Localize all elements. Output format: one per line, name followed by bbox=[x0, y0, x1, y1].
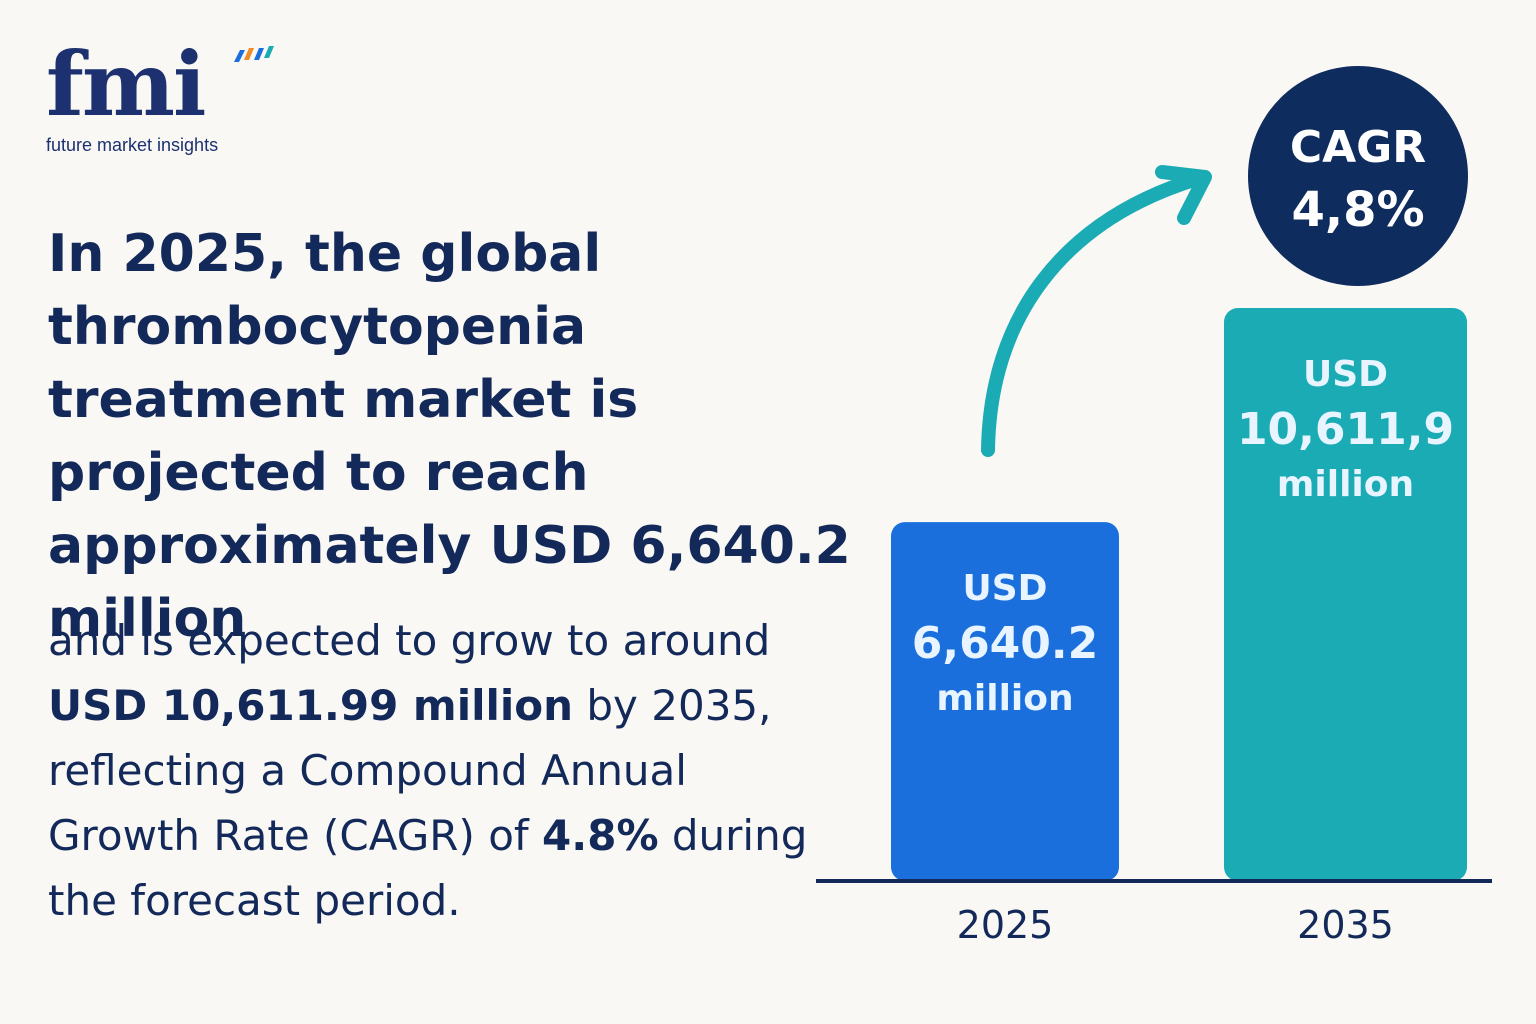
cagr-badge-circle bbox=[1248, 66, 1468, 286]
bar-label-2035-currency: USD bbox=[1303, 354, 1388, 395]
body-paragraph: and is expected to grow to around USD 10… bbox=[48, 608, 848, 933]
growth-arrow bbox=[981, 165, 1212, 457]
cagr-label: CAGR bbox=[1290, 122, 1426, 173]
bar-label-2035-value: 10,611,9 bbox=[1237, 404, 1454, 455]
body-text-1: and is expected to grow to around bbox=[48, 616, 771, 665]
body-text-3: during the forecast period. bbox=[48, 811, 808, 925]
x-tick-2025: 2025 bbox=[957, 903, 1054, 947]
headline: In 2025, the global thrombocytopenia tre… bbox=[48, 224, 851, 649]
logo-wordmark: fmi bbox=[46, 32, 206, 136]
body-highlight-cagr: 4.8% bbox=[542, 811, 659, 860]
x-tick-2035: 2035 bbox=[1297, 903, 1394, 947]
fmi-logo: fmi future market insights bbox=[46, 32, 274, 160]
bar-label-2025-value: 6,640.2 bbox=[912, 618, 1099, 669]
bar-2025 bbox=[891, 522, 1119, 881]
cagr-badge: CAGR 4,8% bbox=[1248, 66, 1468, 286]
logo-accent-marks bbox=[234, 46, 274, 62]
bar-label-2025-currency: USD bbox=[962, 568, 1047, 609]
bars-group bbox=[891, 308, 1467, 881]
bar-2035 bbox=[1224, 308, 1467, 881]
body-highlight-value: USD 10,611.99 million bbox=[48, 681, 574, 730]
bar-labels: USD 6,640.2 million USD 10,611,9 million bbox=[912, 354, 1454, 719]
body-text-2: by 2035, reflecting a Compound Annual Gr… bbox=[48, 681, 772, 860]
bar-label-2035-unit: million bbox=[1277, 464, 1414, 505]
logo-tagline: future market insights bbox=[46, 135, 219, 155]
cagr-value: 4,8% bbox=[1291, 182, 1424, 238]
bar-label-2025-unit: million bbox=[936, 678, 1073, 719]
